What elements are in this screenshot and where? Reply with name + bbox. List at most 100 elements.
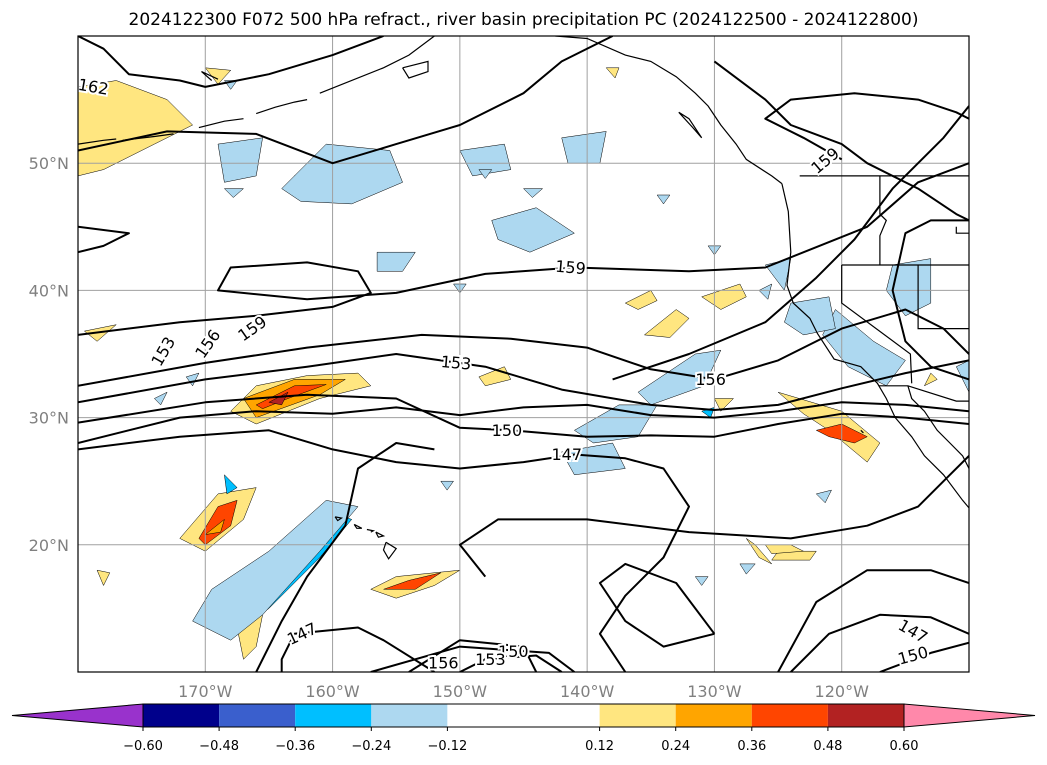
contour-line xyxy=(598,562,716,648)
colorbar-segment xyxy=(219,704,296,727)
chart-title: 2024122300 F072 500 hPa refract., river … xyxy=(129,10,919,30)
refractivity-contour-layer xyxy=(78,36,969,672)
contour-line xyxy=(78,353,969,411)
precip-region xyxy=(656,194,671,205)
coastline xyxy=(917,265,969,330)
precip-region xyxy=(758,283,772,300)
precip-region xyxy=(224,188,244,198)
contour-line xyxy=(78,36,384,88)
map-frame xyxy=(77,35,970,673)
contour-line xyxy=(790,613,969,672)
colorbar-segment xyxy=(827,704,904,727)
latitude-tick-label: 40°N xyxy=(29,281,69,300)
latitude-tick-label: 30°N xyxy=(29,409,69,428)
contour-line xyxy=(78,162,969,336)
precip-region xyxy=(739,563,756,575)
precipitation-fill-layer xyxy=(78,67,969,660)
precip-region xyxy=(625,290,658,310)
precip-region xyxy=(491,207,575,253)
coastline xyxy=(319,36,435,94)
colorbar-segment xyxy=(599,704,676,727)
coastline xyxy=(78,138,117,145)
precip-region xyxy=(383,572,442,590)
precip-region xyxy=(376,251,416,272)
map-background xyxy=(78,36,969,672)
colorbar-tick-label: −0.48 xyxy=(199,739,239,754)
contour-line xyxy=(255,442,435,672)
precip-region xyxy=(637,349,722,406)
precip-region xyxy=(205,519,225,535)
contour-line xyxy=(280,626,435,672)
longitude-tick-label: 120°W xyxy=(815,682,870,701)
coastline xyxy=(366,528,376,533)
precip-region xyxy=(217,137,263,183)
contour-line xyxy=(370,645,576,672)
latitude-tick-label: 50°N xyxy=(29,154,69,173)
latitude-tick-label: 20°N xyxy=(29,536,69,555)
colorbar-segment xyxy=(295,704,372,727)
precip-region xyxy=(96,569,111,586)
precip-region xyxy=(695,576,709,586)
coastline xyxy=(375,531,386,538)
contour-line xyxy=(764,92,969,161)
colorbar-frame xyxy=(142,703,905,728)
precip-region xyxy=(924,372,938,387)
contour-line xyxy=(78,36,614,165)
coastline xyxy=(353,523,363,529)
colorbar-segment xyxy=(447,704,600,727)
precip-region xyxy=(478,169,492,179)
contour-line xyxy=(777,569,969,672)
contour-line xyxy=(713,60,969,222)
longitude-tick-label: 160°W xyxy=(305,682,360,701)
coastline xyxy=(841,265,913,384)
contour-line xyxy=(458,455,969,578)
coastline xyxy=(201,71,219,81)
coastline xyxy=(955,226,969,234)
graticule-grid xyxy=(78,36,969,672)
contour-line xyxy=(408,639,538,672)
contour-label: 147 xyxy=(552,445,583,464)
coastline xyxy=(878,385,969,402)
colorbar-tick-label: −0.24 xyxy=(351,739,391,754)
contour-line xyxy=(78,393,969,438)
precip-region xyxy=(561,442,626,476)
coastline xyxy=(256,99,308,115)
colorbar-segment xyxy=(143,704,220,727)
precip-region xyxy=(459,143,512,177)
contour-label: 159 xyxy=(555,257,587,279)
precip-region xyxy=(644,309,690,338)
precip-region xyxy=(281,143,403,205)
colorbar: −0.60 −0.48 −0.36 −0.24 −0.12 0.12 0.24 0.36 0.4… xyxy=(11,703,1036,754)
precip-region xyxy=(523,188,543,198)
coastline xyxy=(907,385,969,469)
coastline xyxy=(781,183,969,509)
contour-line xyxy=(879,641,969,672)
colorbar-tick-label: 0.36 xyxy=(737,739,766,754)
longitude-tick-label: 140°W xyxy=(560,682,615,701)
colorbar-tick-label: −0.12 xyxy=(427,739,467,754)
precip-region xyxy=(224,474,238,495)
colorbar-segment xyxy=(371,704,448,727)
contour-line xyxy=(78,401,969,444)
precip-region xyxy=(440,480,454,491)
contour-line xyxy=(459,654,563,672)
colorbar-tick-label: 0.48 xyxy=(813,739,842,754)
colorbar-tick-label: 0.12 xyxy=(585,739,614,754)
contour-label: 150 xyxy=(492,421,523,440)
contour-label: 153 xyxy=(440,352,472,374)
colorbar-tick-label: −0.36 xyxy=(275,739,315,754)
contour-line xyxy=(78,225,130,254)
colorbar-tick-label: −0.60 xyxy=(123,739,163,754)
colorbar-tick-label: 0.60 xyxy=(890,739,919,754)
precip-region xyxy=(78,80,193,177)
precip-region xyxy=(714,398,734,412)
coastline xyxy=(198,118,244,129)
latitude-axis: 20°N 30°N 40°N 50°N xyxy=(29,154,69,555)
longitude-tick-label: 130°W xyxy=(687,682,742,701)
longitude-tick-label: 150°W xyxy=(433,682,488,701)
contour-label: 153 xyxy=(475,650,506,669)
contour-line xyxy=(78,429,690,672)
contour-line xyxy=(612,105,969,381)
contour-label: 150 xyxy=(498,642,529,661)
